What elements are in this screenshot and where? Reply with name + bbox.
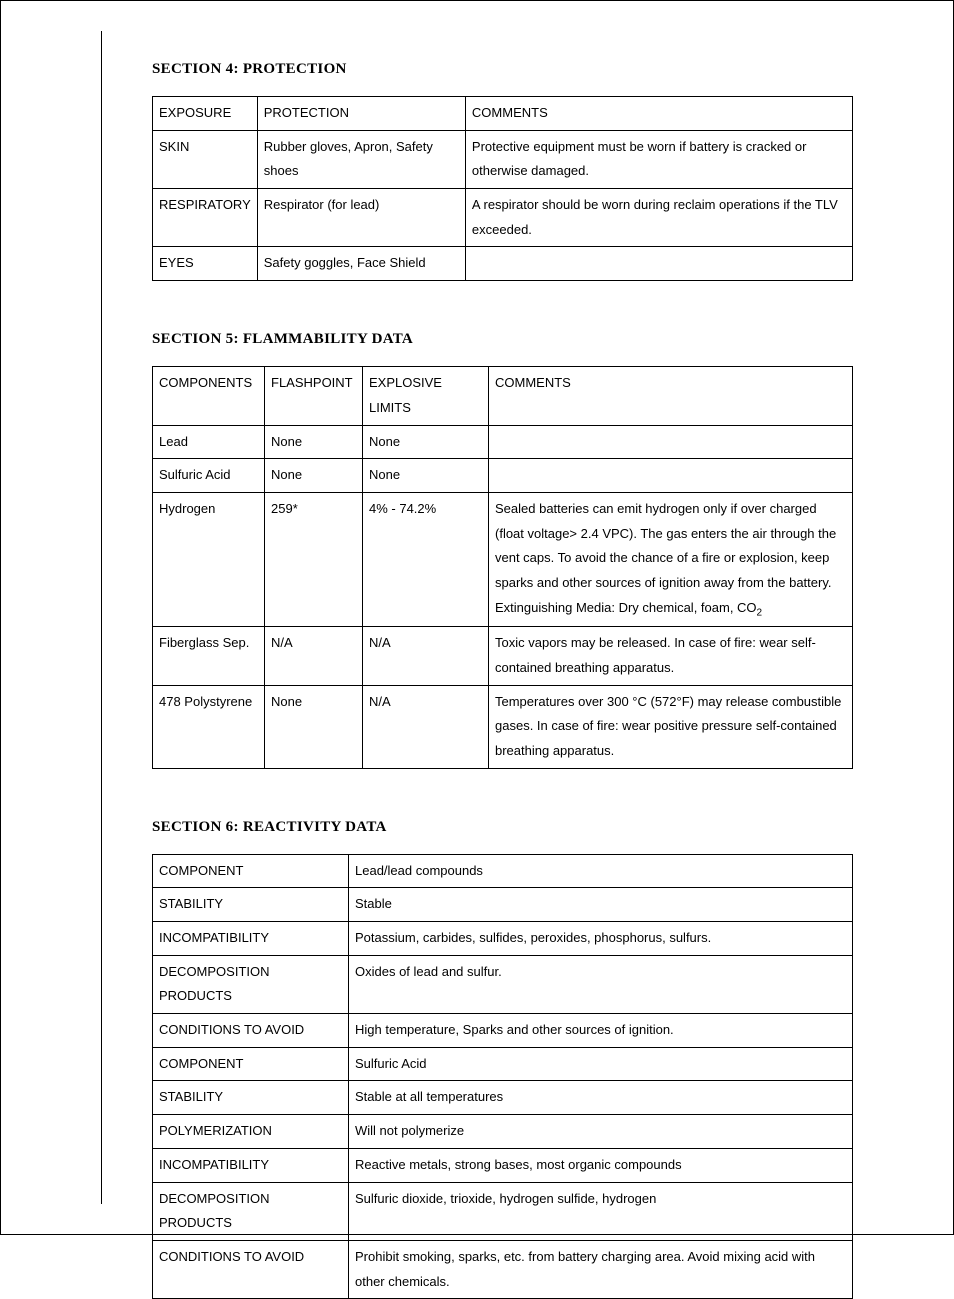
cell: STABILITY bbox=[153, 888, 349, 922]
cell-text: Sealed batteries can emit hydrogen only … bbox=[495, 501, 836, 615]
table-row: Fiberglass Sep. N/A N/A Toxic vapors may… bbox=[153, 627, 853, 685]
cell: N/A bbox=[265, 627, 363, 685]
cell: INCOMPATIBILITY bbox=[153, 922, 349, 956]
cell: Safety goggles, Face Shield bbox=[257, 247, 465, 281]
cell: COMPONENT bbox=[153, 1047, 349, 1081]
cell: CONDITIONS TO AVOID bbox=[153, 1240, 349, 1298]
cell: Fiberglass Sep. bbox=[153, 627, 265, 685]
table-header-row: COMPONENTS FLASHPOINT EXPLOSIVE LIMITS C… bbox=[153, 367, 853, 425]
cell: Stable bbox=[349, 888, 853, 922]
cell: DECOMPOSITION PRODUCTS bbox=[153, 955, 349, 1013]
cell: INCOMPATIBILITY bbox=[153, 1148, 349, 1182]
section6-title: SECTION 6: REACTIVITY DATA bbox=[152, 819, 853, 836]
table-row: INCOMPATIBILITYPotassium, carbides, sulf… bbox=[153, 922, 853, 956]
cell: Prohibit smoking, sparks, etc. from batt… bbox=[349, 1240, 853, 1298]
table-row: SKIN Rubber gloves, Apron, Safety shoes … bbox=[153, 130, 853, 188]
cell: N/A bbox=[363, 627, 489, 685]
cell: 259* bbox=[265, 492, 363, 626]
cell: None bbox=[363, 425, 489, 459]
cell: POLYMERIZATION bbox=[153, 1115, 349, 1149]
cell: STABILITY bbox=[153, 1081, 349, 1115]
section4-table: EXPOSURE PROTECTION COMMENTS SKIN Rubber… bbox=[152, 96, 853, 281]
cell: Will not polymerize bbox=[349, 1115, 853, 1149]
cell: Hydrogen bbox=[153, 492, 265, 626]
col-header: EXPLOSIVE LIMITS bbox=[363, 367, 489, 425]
cell: High temperature, Sparks and other sourc… bbox=[349, 1014, 853, 1048]
cell: Reactive metals, strong bases, most orga… bbox=[349, 1148, 853, 1182]
cell bbox=[465, 247, 852, 281]
cell: None bbox=[265, 459, 363, 493]
table-header-row: EXPOSURE PROTECTION COMMENTS bbox=[153, 97, 853, 131]
table-row: Lead None None bbox=[153, 425, 853, 459]
cell: EYES bbox=[153, 247, 258, 281]
col-header: COMMENTS bbox=[465, 97, 852, 131]
table-row: EYES Safety goggles, Face Shield bbox=[153, 247, 853, 281]
cell: Sulfuric Acid bbox=[153, 459, 265, 493]
table-row: DECOMPOSITION PRODUCTSOxides of lead and… bbox=[153, 955, 853, 1013]
table-row: CONDITIONS TO AVOIDHigh temperature, Spa… bbox=[153, 1014, 853, 1048]
cell: Rubber gloves, Apron, Safety shoes bbox=[257, 130, 465, 188]
cell bbox=[489, 425, 853, 459]
cell: CONDITIONS TO AVOID bbox=[153, 1014, 349, 1048]
section6-table: COMPONENTLead/lead compounds STABILITYSt… bbox=[152, 854, 853, 1299]
cell: DECOMPOSITION PRODUCTS bbox=[153, 1182, 349, 1240]
table-row: STABILITYStable bbox=[153, 888, 853, 922]
subscript: 2 bbox=[757, 607, 763, 618]
cell: Oxides of lead and sulfur. bbox=[349, 955, 853, 1013]
cell: 478 Polystyrene bbox=[153, 685, 265, 768]
cell: Potassium, carbides, sulfides, peroxides… bbox=[349, 922, 853, 956]
cell bbox=[489, 459, 853, 493]
cell: Stable at all temperatures bbox=[349, 1081, 853, 1115]
section5-title: SECTION 5: FLAMMABILITY DATA bbox=[152, 331, 853, 348]
cell: Temperatures over 300 °C (572°F) may rel… bbox=[489, 685, 853, 768]
table-row: STABILITYStable at all temperatures bbox=[153, 1081, 853, 1115]
cell: None bbox=[265, 685, 363, 768]
table-row: RESPIRATORY Respirator (for lead) A resp… bbox=[153, 189, 853, 247]
table-row: Sulfuric Acid None None bbox=[153, 459, 853, 493]
cell: None bbox=[265, 425, 363, 459]
col-header: FLASHPOINT bbox=[265, 367, 363, 425]
col-header: COMPONENTS bbox=[153, 367, 265, 425]
cell: Lead/lead compounds bbox=[349, 854, 853, 888]
col-header: PROTECTION bbox=[257, 97, 465, 131]
cell: 4% - 74.2% bbox=[363, 492, 489, 626]
cell: Sulfuric Acid bbox=[349, 1047, 853, 1081]
table-row: 478 Polystyrene None N/A Temperatures ov… bbox=[153, 685, 853, 768]
cell: Toxic vapors may be released. In case of… bbox=[489, 627, 853, 685]
document-page: SECTION 4: PROTECTION EXPOSURE PROTECTIO… bbox=[0, 0, 954, 1235]
cell: RESPIRATORY bbox=[153, 189, 258, 247]
cell: Respirator (for lead) bbox=[257, 189, 465, 247]
cell: N/A bbox=[363, 685, 489, 768]
cell: Sulfuric dioxide, trioxide, hydrogen sul… bbox=[349, 1182, 853, 1240]
cell: Protective equipment must be worn if bat… bbox=[465, 130, 852, 188]
table-row: Hydrogen 259* 4% - 74.2% Sealed batterie… bbox=[153, 492, 853, 626]
table-row: POLYMERIZATIONWill not polymerize bbox=[153, 1115, 853, 1149]
table-row: CONDITIONS TO AVOIDProhibit smoking, spa… bbox=[153, 1240, 853, 1298]
cell: COMPONENT bbox=[153, 854, 349, 888]
col-header: EXPOSURE bbox=[153, 97, 258, 131]
table-row: COMPONENTLead/lead compounds bbox=[153, 854, 853, 888]
table-row: DECOMPOSITION PRODUCTSSulfuric dioxide, … bbox=[153, 1182, 853, 1240]
table-row: COMPONENTSulfuric Acid bbox=[153, 1047, 853, 1081]
section4-title: SECTION 4: PROTECTION bbox=[152, 61, 853, 78]
cell: SKIN bbox=[153, 130, 258, 188]
table-row: INCOMPATIBILITYReactive metals, strong b… bbox=[153, 1148, 853, 1182]
section5-table: COMPONENTS FLASHPOINT EXPLOSIVE LIMITS C… bbox=[152, 366, 853, 769]
col-header: COMMENTS bbox=[489, 367, 853, 425]
cell: None bbox=[363, 459, 489, 493]
cell: A respirator should be worn during recla… bbox=[465, 189, 852, 247]
cell: Sealed batteries can emit hydrogen only … bbox=[489, 492, 853, 626]
content-frame: SECTION 4: PROTECTION EXPOSURE PROTECTIO… bbox=[101, 31, 853, 1204]
cell: Lead bbox=[153, 425, 265, 459]
